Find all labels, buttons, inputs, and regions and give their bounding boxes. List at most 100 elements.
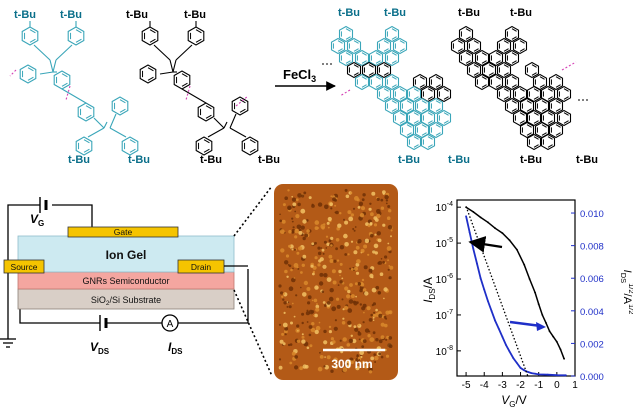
ids-sqrt-point [546, 373, 549, 376]
bond [52, 59, 57, 73]
double-bond [511, 36, 517, 40]
afm-grain [372, 331, 376, 335]
double-bond [147, 76, 154, 81]
afm-grain [368, 318, 373, 322]
afm-grain [362, 339, 367, 343]
y-left-tick-label: 10-5 [436, 237, 453, 250]
afm-grain [305, 311, 310, 316]
afm-grain [311, 242, 315, 246]
afm-grain [374, 233, 377, 236]
afm-grain [370, 212, 374, 217]
bond [9, 69, 17, 77]
fused-ring [376, 85, 392, 103]
tbu-label: t-Bu [398, 154, 420, 166]
x-tick-label: 1 [572, 380, 578, 391]
afm-grain [323, 329, 327, 334]
afm-grain [339, 339, 342, 342]
afm-grain [373, 353, 377, 356]
double-bond [465, 28, 471, 32]
double-bond [511, 84, 517, 88]
fused-ring [406, 109, 422, 127]
afm-grain [287, 343, 291, 347]
y-right-tick-label: 0.004 [580, 307, 604, 318]
afm-grain [343, 218, 345, 221]
afm-grain [306, 346, 310, 350]
afm-grain [363, 265, 368, 270]
afm-grain [314, 329, 319, 335]
benzene-ring [139, 64, 157, 84]
afm-grain [308, 325, 313, 329]
afm-grain [314, 313, 318, 318]
double-bond [547, 136, 553, 140]
double-bond [495, 60, 501, 64]
fused-ring [368, 73, 384, 91]
double-bond [526, 108, 532, 112]
double-bond [435, 100, 441, 104]
fused-ring [548, 121, 564, 139]
afm-grain [344, 220, 349, 225]
y-axis-left-title: IDS/A [421, 277, 437, 303]
fused-ring [338, 49, 354, 67]
double-bond [345, 60, 351, 64]
afm-grain [290, 268, 293, 272]
afm-grain [330, 369, 334, 373]
double-bond [205, 105, 212, 110]
afm-grain [375, 285, 380, 290]
ids-log-point [479, 216, 482, 219]
afm-grain [281, 219, 286, 224]
double-bond [503, 40, 509, 44]
afm-grain [371, 304, 374, 307]
double-bond [547, 144, 553, 148]
fused-ring [392, 85, 408, 103]
double-bond [345, 36, 351, 40]
double-bond [526, 132, 532, 136]
afm-grain [300, 225, 305, 230]
double-bond [383, 48, 389, 52]
afm-grain [278, 284, 282, 288]
ids-log-point [555, 340, 558, 343]
afm-grain [334, 204, 337, 207]
afm-grain [320, 247, 323, 249]
ids-log-point [559, 348, 562, 351]
double-bond [391, 84, 397, 88]
afm-grain [279, 213, 281, 216]
afm-grain [317, 366, 323, 372]
double-bond [368, 64, 374, 68]
double-bond [473, 64, 479, 68]
afm-grain [388, 344, 393, 349]
double-bond [555, 84, 561, 88]
afm-grain [374, 361, 377, 363]
afm-grain [371, 287, 377, 293]
ids-sqrt-point [516, 362, 518, 364]
fused-ring [556, 85, 572, 103]
product-gnr-structure [322, 25, 590, 151]
fused-ring [399, 121, 415, 139]
afm-grain [296, 324, 300, 328]
afm-grain [287, 189, 290, 192]
benzene-ring [231, 96, 249, 116]
x-tick-label: -4 [480, 380, 489, 391]
afm-grain [328, 330, 332, 334]
fused-ring [524, 61, 540, 79]
fused-ring [368, 49, 384, 67]
afm-grain [344, 286, 349, 291]
afm-grain [328, 254, 333, 259]
double-bond [413, 144, 419, 148]
substrate-label: SiO2/Si Substrate [91, 295, 161, 307]
y-right-tick-label: 0.010 [580, 209, 604, 220]
afm-grain [300, 286, 302, 289]
double-bond [547, 112, 553, 116]
ids-log-point [534, 291, 536, 294]
afm-grain [293, 277, 296, 279]
afm-grain [377, 291, 381, 295]
afm-grain [294, 210, 297, 213]
afm-grain [291, 231, 295, 234]
afm-grain [355, 245, 360, 250]
afm-image: 300 nm [274, 184, 398, 380]
afm-grain [350, 213, 354, 217]
afm-grain [342, 308, 345, 311]
afm-grain [356, 259, 361, 264]
double-bond [353, 64, 359, 68]
afm-grain [389, 265, 394, 270]
ids-log-point [516, 248, 518, 251]
